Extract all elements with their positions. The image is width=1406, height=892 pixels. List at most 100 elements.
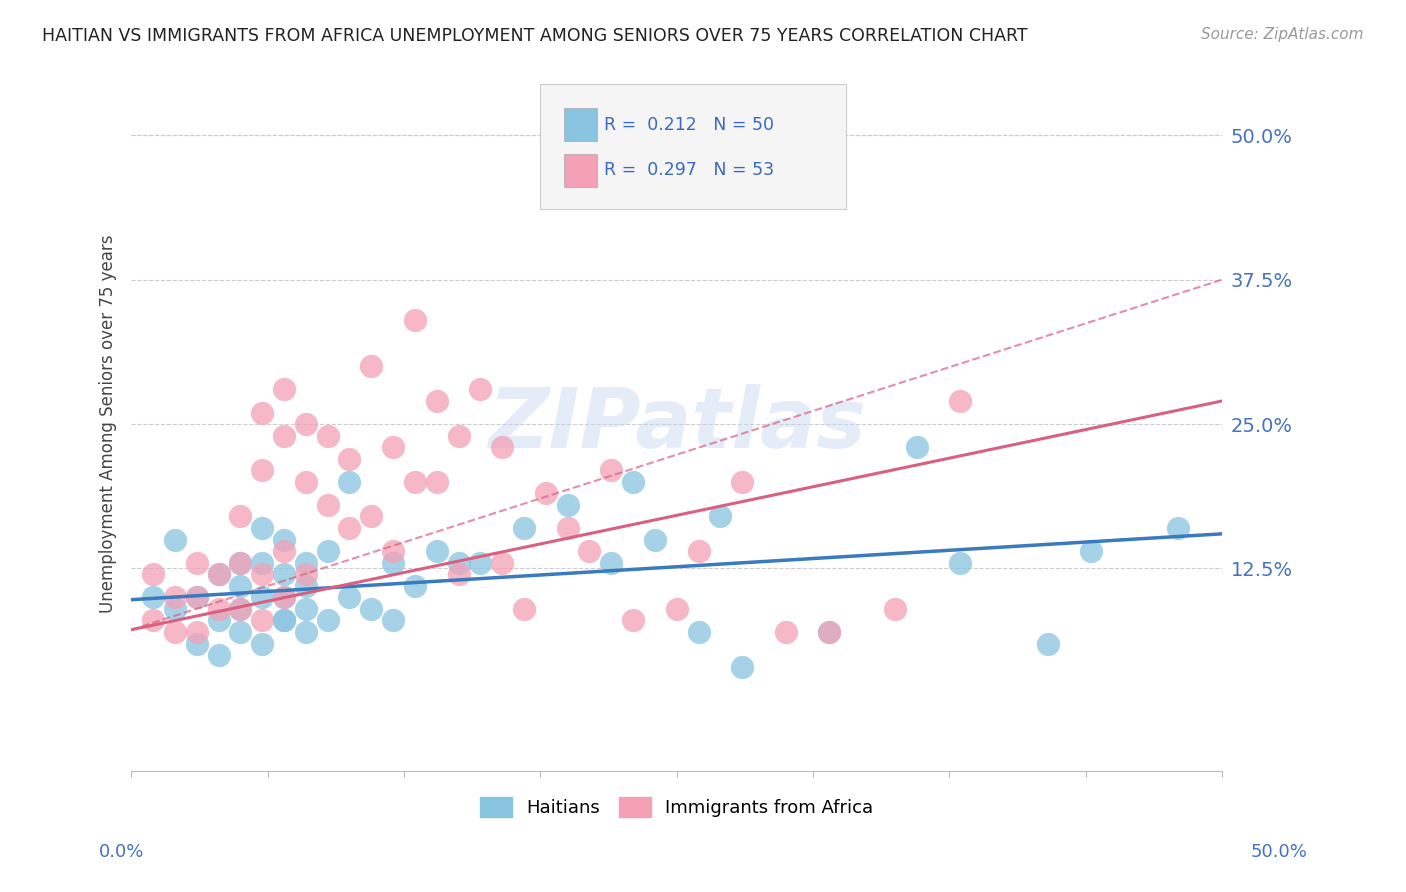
- Point: [186, 591, 208, 605]
- Point: [186, 625, 208, 640]
- Point: [557, 521, 579, 535]
- Point: [600, 556, 623, 570]
- Point: [1167, 521, 1189, 535]
- Point: [294, 567, 316, 582]
- Point: [186, 591, 208, 605]
- Point: [207, 614, 229, 628]
- Point: [404, 313, 426, 327]
- Point: [360, 359, 382, 374]
- Point: [142, 614, 165, 628]
- Point: [447, 567, 470, 582]
- Point: [250, 463, 273, 477]
- Point: [207, 567, 229, 582]
- Point: [382, 440, 405, 454]
- Point: [250, 614, 273, 628]
- Point: [339, 475, 361, 489]
- Point: [229, 625, 252, 640]
- Point: [688, 544, 710, 558]
- Point: [470, 556, 492, 570]
- Point: [163, 602, 186, 616]
- Point: [229, 602, 252, 616]
- Point: [534, 486, 557, 500]
- FancyBboxPatch shape: [540, 85, 846, 209]
- Point: [731, 475, 754, 489]
- Point: [949, 394, 972, 409]
- Point: [207, 567, 229, 582]
- Text: Source: ZipAtlas.com: Source: ZipAtlas.com: [1201, 27, 1364, 42]
- Point: [557, 498, 579, 512]
- Point: [250, 637, 273, 651]
- Point: [644, 533, 666, 547]
- Point: [905, 440, 928, 454]
- Point: [818, 625, 841, 640]
- Point: [316, 614, 339, 628]
- Point: [273, 544, 295, 558]
- Text: R =  0.297   N = 53: R = 0.297 N = 53: [603, 161, 773, 179]
- Point: [250, 567, 273, 582]
- Point: [382, 544, 405, 558]
- Point: [273, 614, 295, 628]
- Text: 0.0%: 0.0%: [98, 843, 143, 861]
- Point: [273, 567, 295, 582]
- Point: [186, 556, 208, 570]
- Point: [1080, 544, 1102, 558]
- Point: [949, 556, 972, 570]
- Point: [404, 475, 426, 489]
- Point: [731, 659, 754, 673]
- Point: [426, 394, 449, 409]
- Point: [273, 614, 295, 628]
- Point: [1036, 637, 1059, 651]
- Point: [294, 556, 316, 570]
- Point: [883, 602, 905, 616]
- Point: [294, 475, 316, 489]
- Point: [250, 521, 273, 535]
- Point: [186, 637, 208, 651]
- Point: [491, 440, 513, 454]
- FancyBboxPatch shape: [564, 108, 598, 141]
- Point: [688, 625, 710, 640]
- Point: [578, 544, 600, 558]
- Point: [273, 591, 295, 605]
- Text: 50.0%: 50.0%: [1251, 843, 1308, 861]
- Point: [273, 383, 295, 397]
- Point: [513, 521, 536, 535]
- Point: [294, 602, 316, 616]
- Text: HAITIAN VS IMMIGRANTS FROM AFRICA UNEMPLOYMENT AMONG SENIORS OVER 75 YEARS CORRE: HAITIAN VS IMMIGRANTS FROM AFRICA UNEMPL…: [42, 27, 1028, 45]
- Point: [250, 556, 273, 570]
- Point: [229, 579, 252, 593]
- Point: [360, 602, 382, 616]
- Point: [339, 451, 361, 466]
- Point: [142, 567, 165, 582]
- Text: R =  0.212   N = 50: R = 0.212 N = 50: [603, 116, 773, 134]
- FancyBboxPatch shape: [564, 153, 598, 187]
- Point: [250, 591, 273, 605]
- Point: [294, 417, 316, 431]
- Point: [273, 428, 295, 442]
- Point: [294, 579, 316, 593]
- Point: [207, 648, 229, 662]
- Point: [339, 591, 361, 605]
- Point: [250, 405, 273, 419]
- Point: [163, 533, 186, 547]
- Point: [229, 556, 252, 570]
- Point: [447, 428, 470, 442]
- Point: [316, 544, 339, 558]
- Point: [229, 602, 252, 616]
- Point: [142, 591, 165, 605]
- Point: [316, 428, 339, 442]
- Legend: Haitians, Immigrants from Africa: Haitians, Immigrants from Africa: [472, 789, 880, 824]
- Point: [709, 509, 731, 524]
- Point: [491, 556, 513, 570]
- Point: [600, 463, 623, 477]
- Point: [360, 509, 382, 524]
- Point: [382, 614, 405, 628]
- Point: [513, 602, 536, 616]
- Point: [163, 625, 186, 640]
- Point: [316, 498, 339, 512]
- Y-axis label: Unemployment Among Seniors over 75 years: Unemployment Among Seniors over 75 years: [100, 235, 117, 614]
- Point: [294, 625, 316, 640]
- Point: [426, 544, 449, 558]
- Point: [621, 614, 644, 628]
- Text: ZIPatlas: ZIPatlas: [488, 384, 866, 465]
- Point: [404, 579, 426, 593]
